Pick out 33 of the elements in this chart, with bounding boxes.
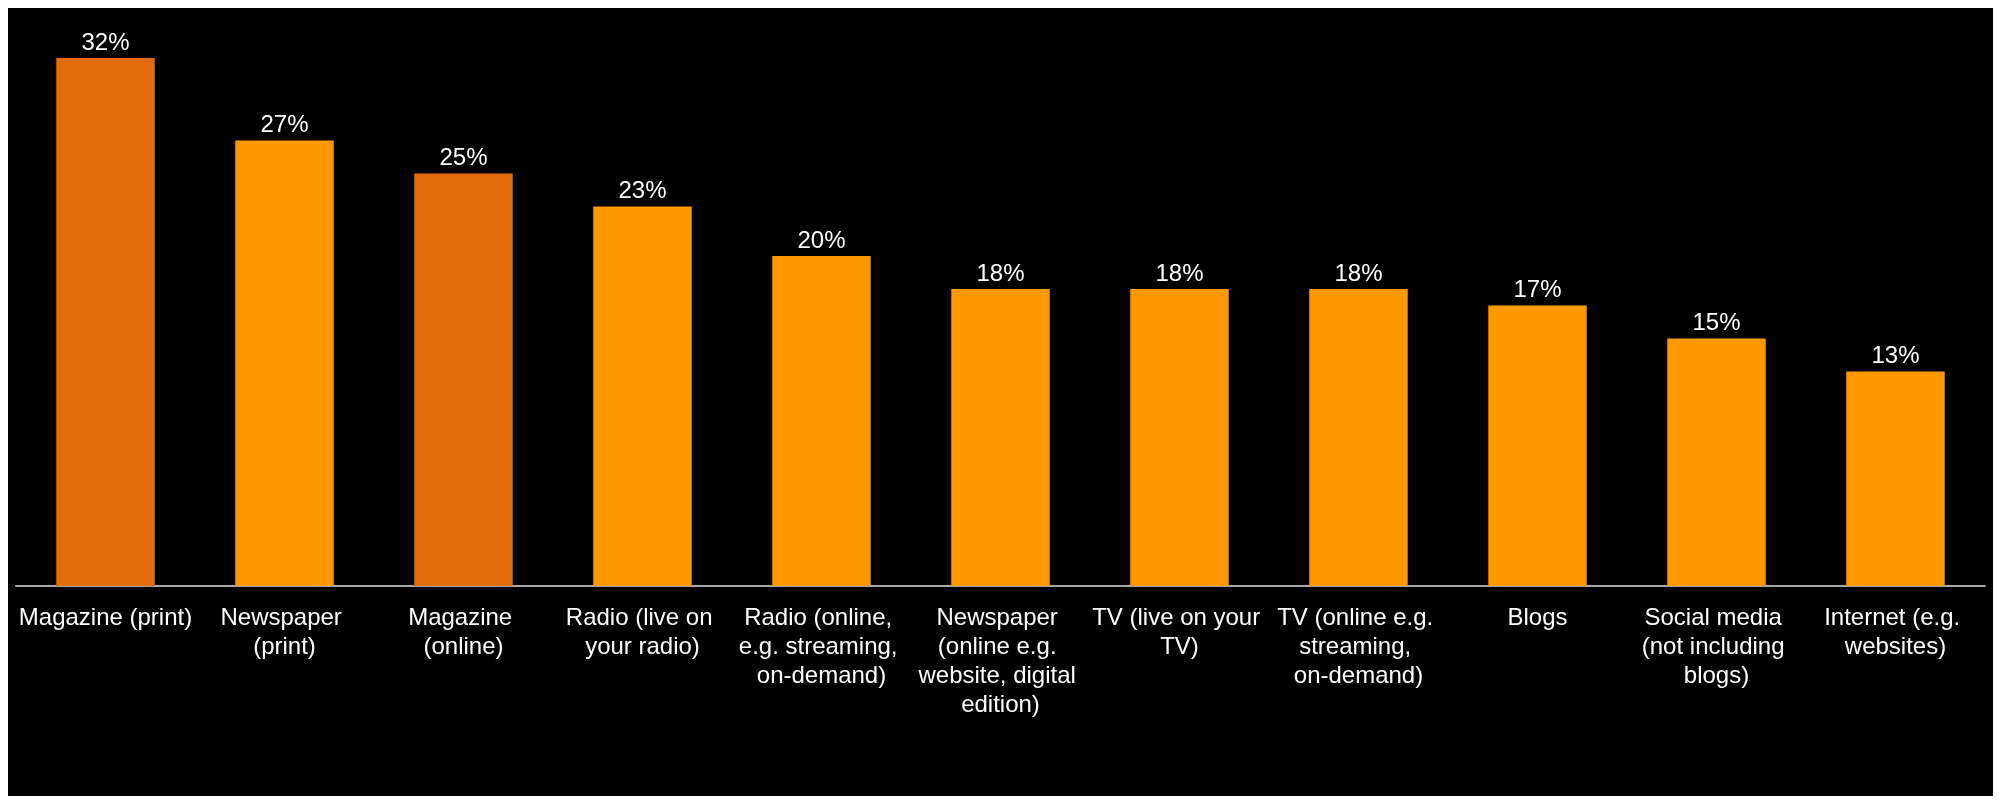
x-tick-label: Newspaper (print) [220,603,349,659]
bar [772,256,871,586]
bar [1667,338,1766,586]
x-tick-label: Newspaper (online e.g. website, digital edition) [917,603,1083,717]
x-tick-label: TV (live on your TV) [1092,603,1267,659]
data-label: 15% [1692,308,1741,335]
x-tick-label: TV (online e.g. streaming, on-demand) [1277,603,1440,688]
bar [1488,305,1587,586]
data-label: 17% [1513,275,1562,302]
bar [951,289,1050,586]
data-label: 23% [618,176,667,203]
data-label: 32% [81,27,130,55]
bar [1846,371,1945,586]
x-tick-label: Radio (online, e.g. streaming, on-demand) [738,603,905,688]
bar [235,140,334,586]
x-tick-label: Social media (not including blogs) [1641,603,1792,688]
data-label: 18% [1334,258,1383,286]
data-label: 18% [976,258,1025,286]
data-label: 18% [1155,258,1204,286]
bar [593,206,692,586]
data-label: 13% [1871,341,1920,368]
bar [56,58,155,586]
bar [1130,289,1229,586]
x-tick-label: Magazine (print) [18,603,193,630]
data-label: 20% [797,225,846,253]
x-tick-label: Radio (live on your radio) [565,603,720,659]
data-label: 25% [439,143,488,170]
bar [1309,289,1408,586]
bar [414,173,513,586]
x-tick-label: Blogs [1507,603,1568,630]
x-tick-label: Magazine (online) [408,603,519,659]
x-tick-label: Internet (e.g. websites) [1824,603,1967,659]
data-label: 27% [260,110,309,137]
